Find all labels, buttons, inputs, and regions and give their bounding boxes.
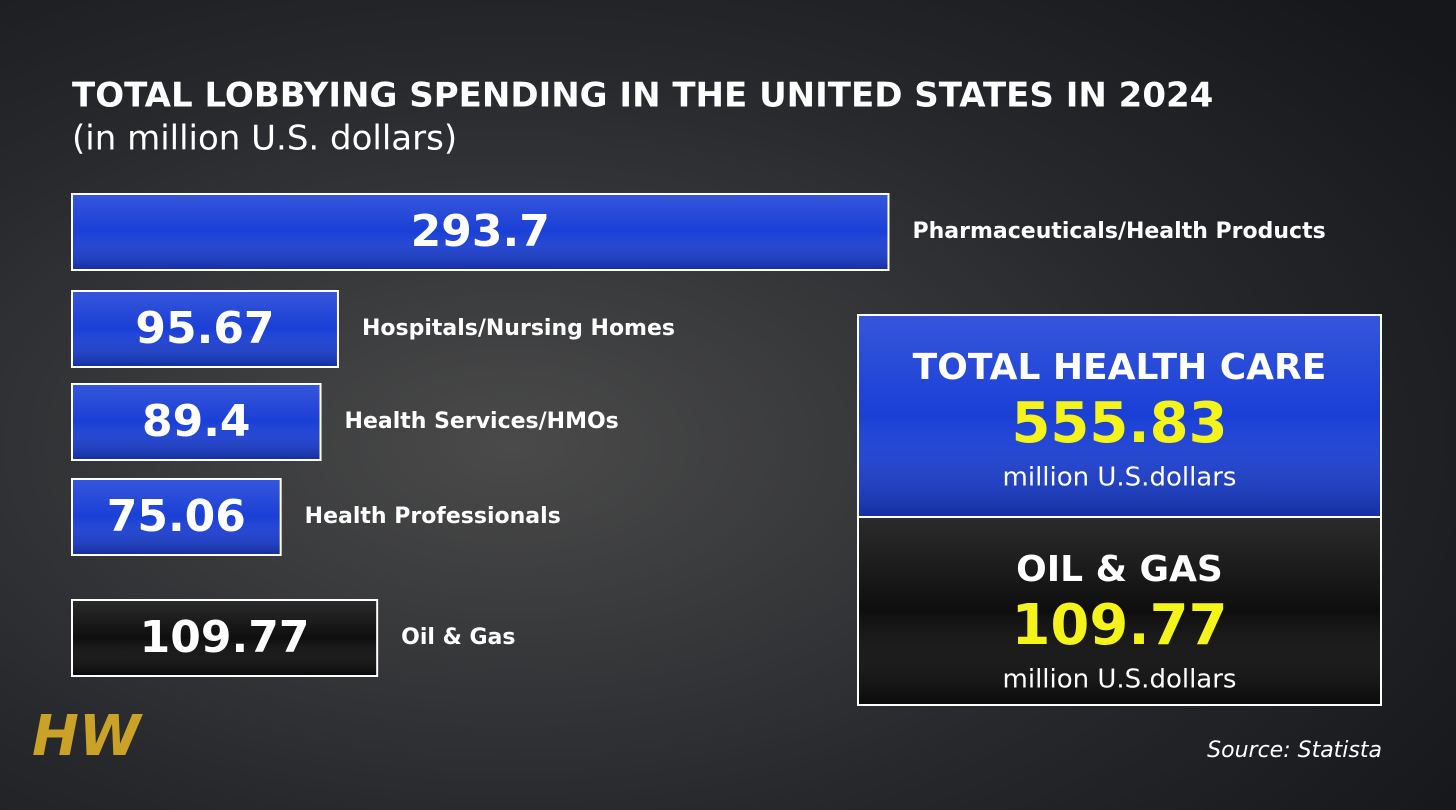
value-label: 89.4 [142,396,251,447]
bar-shade [73,480,280,554]
panel-shade [859,316,1380,516]
panel-value: 109.77 [1011,593,1227,658]
bar-shade [73,292,337,366]
value-label: 293.7 [411,206,550,257]
bar-shade [73,385,320,459]
bar-shade [73,601,377,675]
panel-value: 555.83 [1011,391,1227,456]
source: Source: Statista [1207,738,1382,763]
panel-unit: million U.S.dollars [1003,463,1237,493]
chart-title: TOTAL LOBBYING SPENDING IN THE UNITED ST… [72,76,1213,116]
value-label: 75.06 [107,491,246,542]
panel-label: TOTAL HEALTH CARE [913,347,1327,388]
category-label: Oil & Gas [401,625,515,650]
panel-label: OIL & GAS [1016,549,1223,590]
chart-subtitle: (in million U.S. dollars) [72,119,457,159]
value-label: 109.77 [140,612,310,663]
category-label: Health Professionals [305,504,561,529]
value-label: 95.67 [135,303,274,354]
category-label: Hospitals/Nursing Homes [362,316,675,341]
bar-shade [73,195,888,269]
category-label: Health Services/HMOs [345,409,619,434]
panel-unit: million U.S.dollars [1003,665,1237,695]
logo: HW [32,704,144,769]
panel-shade [859,518,1380,704]
category-label: Pharmaceuticals/Health Products [912,219,1325,244]
